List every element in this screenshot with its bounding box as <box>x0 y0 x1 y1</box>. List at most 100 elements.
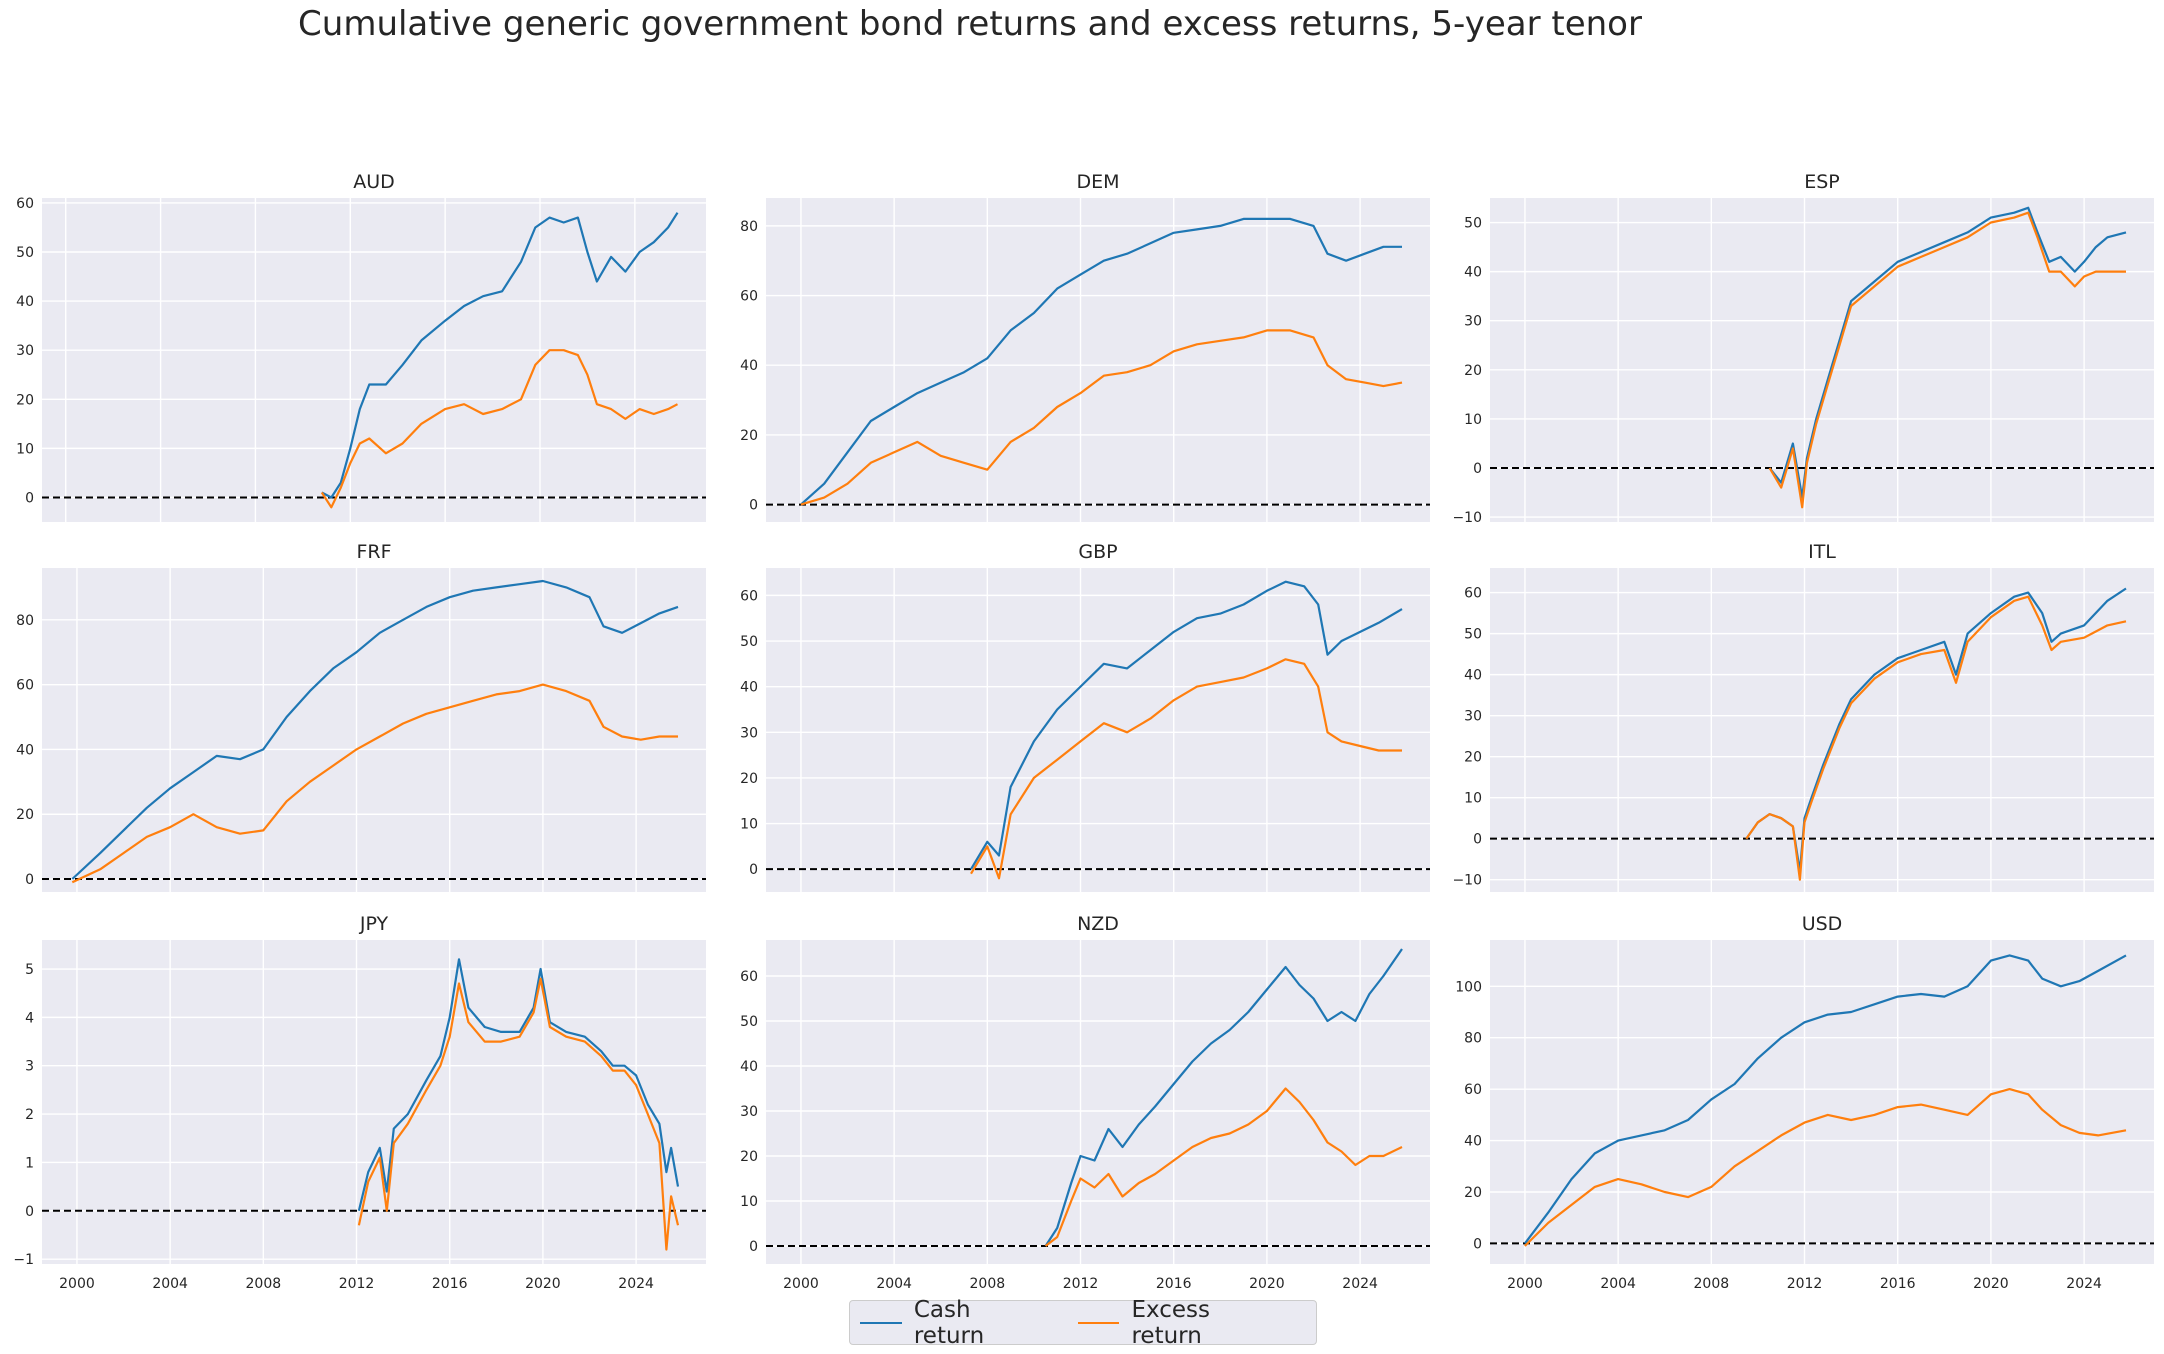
legend-label-cash: Cash return <box>913 1296 985 1349</box>
series-line-cash-frf <box>71 579 679 880</box>
y-tick-label: 20 <box>740 771 758 787</box>
panel-title: DEM <box>1076 171 1119 193</box>
x-tick-label: 2004 <box>152 1276 188 1292</box>
y-tick-label: −10 <box>1452 510 1482 526</box>
panel-title: JPY <box>359 913 389 935</box>
x-tick-label: 2000 <box>1507 1276 1543 1292</box>
plot-area <box>766 568 1430 892</box>
y-tick-label: 60 <box>740 289 758 305</box>
x-tick-label: 2004 <box>1600 1276 1636 1292</box>
y-tick-label: 30 <box>1464 314 1482 330</box>
series-line-cash-jpy <box>357 958 680 1212</box>
y-tick-label: 80 <box>16 613 34 629</box>
y-tick-label: −1 <box>13 1252 34 1268</box>
y-tick-label: 0 <box>1473 1236 1482 1252</box>
y-tick-label: 5 <box>25 962 34 978</box>
y-tick-label: 0 <box>1473 832 1482 848</box>
y-tick-label: 50 <box>1464 216 1482 232</box>
panel-gbp: 0 10 20 30 40 50 60 GBP <box>740 541 1430 892</box>
plot-area <box>766 940 1430 1264</box>
y-tick-label: 2 <box>25 1107 34 1123</box>
panel-itl: −10 0 10 20 30 40 50 60 ITL <box>1452 541 2154 892</box>
y-tick-label: 10 <box>1464 412 1482 428</box>
y-tick-label: 20 <box>1464 1185 1482 1201</box>
y-tick-label: 20 <box>740 1149 758 1165</box>
plot-area <box>1490 568 2154 892</box>
y-tick-label: 0 <box>25 872 34 888</box>
y-tick-label: 60 <box>740 588 758 604</box>
y-tick-label: 50 <box>16 245 34 261</box>
y-tick-label: 80 <box>1464 1031 1482 1047</box>
y-tick-label: 10 <box>740 1194 758 1210</box>
x-tick-label: 2012 <box>339 1276 375 1292</box>
plot-area <box>766 198 1430 522</box>
panel-jpy: −1 0 1 2 3 4 5 2000 2004 2008 2012 2016 2020 2024 JPY <box>13 913 706 1292</box>
x-tick-label: 2012 <box>1063 1276 1099 1292</box>
y-tick-label: 10 <box>740 817 758 833</box>
plot-area <box>1490 940 2154 1264</box>
y-tick-label: 40 <box>740 1059 758 1075</box>
y-tick-label: 4 <box>25 1010 34 1026</box>
y-tick-label: 30 <box>740 1104 758 1120</box>
panel-frf: 0 20 40 60 80 FRF <box>16 541 706 892</box>
series-line-excess-gbp <box>970 658 1402 880</box>
x-tick-label: 2000 <box>783 1276 819 1292</box>
series-line-excess-nzd <box>1044 1087 1403 1247</box>
x-tick-label: 2008 <box>1694 1276 1730 1292</box>
y-tick-label: 40 <box>1464 265 1482 281</box>
y-tick-label: 40 <box>740 680 758 696</box>
y-tick-label: 0 <box>749 498 758 514</box>
series-line-excess-dem <box>800 329 1403 506</box>
panel-title: AUD <box>353 171 395 193</box>
panel-title: NZD <box>1077 913 1119 935</box>
y-tick-label: 60 <box>16 196 34 212</box>
y-tick-label: 0 <box>1473 461 1482 477</box>
y-tick-label: 60 <box>1464 1082 1482 1098</box>
panel-esp: −10 0 10 20 30 40 50 ESP <box>1452 171 2154 526</box>
panel-title: GBP <box>1078 541 1117 563</box>
series-line-excess-usd <box>1524 1087 2127 1247</box>
x-tick-label: 2016 <box>1880 1276 1916 1292</box>
y-tick-label: 50 <box>740 634 758 650</box>
series-line-excess-aud <box>320 349 679 509</box>
y-tick-label: 60 <box>16 678 34 694</box>
x-tick-label: 2016 <box>1156 1276 1192 1292</box>
series-line-cash-nzd <box>1044 948 1403 1247</box>
series-line-excess-esp <box>1768 211 2126 509</box>
x-tick-label: 2012 <box>1787 1276 1823 1292</box>
panel-title: ESP <box>1804 171 1840 193</box>
y-tick-label: 3 <box>25 1059 34 1075</box>
x-tick-label: 2020 <box>1973 1276 2009 1292</box>
legend: Cash return Excess return <box>849 1297 1317 1349</box>
y-tick-label: 50 <box>740 1014 758 1030</box>
y-tick-label: 0 <box>749 862 758 878</box>
x-tick-label: 2020 <box>525 1276 561 1292</box>
y-tick-label: 10 <box>16 441 34 457</box>
y-tick-label: 40 <box>16 294 34 310</box>
series-line-excess-frf <box>71 683 678 884</box>
x-tick-label: 2016 <box>432 1276 468 1292</box>
figure-title: Cumulative generic government bond retur… <box>298 4 1642 44</box>
panel-dem: 0 20 40 60 80 DEM <box>740 171 1430 522</box>
panel-aud: 0 10 20 30 40 50 60 AUD <box>16 171 706 522</box>
y-tick-label: 60 <box>740 969 758 985</box>
series-line-cash-usd <box>1524 954 2127 1245</box>
y-tick-label: 10 <box>1464 791 1482 807</box>
y-tick-label: 30 <box>16 343 34 359</box>
x-tick-label: 2008 <box>246 1276 282 1292</box>
x-tick-label: 2024 <box>2066 1276 2102 1292</box>
series-line-cash-aud <box>321 212 679 499</box>
y-tick-label: 80 <box>740 219 758 235</box>
y-tick-label: 40 <box>1464 1134 1482 1150</box>
series-line-cash-dem <box>800 217 1402 506</box>
y-tick-label: 20 <box>740 428 758 444</box>
y-tick-label: 30 <box>1464 709 1482 725</box>
legend-swatch-cash <box>860 1321 902 1324</box>
panel-title: USD <box>1802 913 1843 935</box>
panel-nzd: 0 10 20 30 40 50 60 2000 2004 2008 2012 2016 2020 202… <box>740 913 1430 1292</box>
x-tick-label: 2000 <box>59 1276 95 1292</box>
plot-area <box>42 198 706 522</box>
y-tick-label: 1 <box>25 1155 34 1171</box>
y-tick-label: 20 <box>1464 363 1482 379</box>
